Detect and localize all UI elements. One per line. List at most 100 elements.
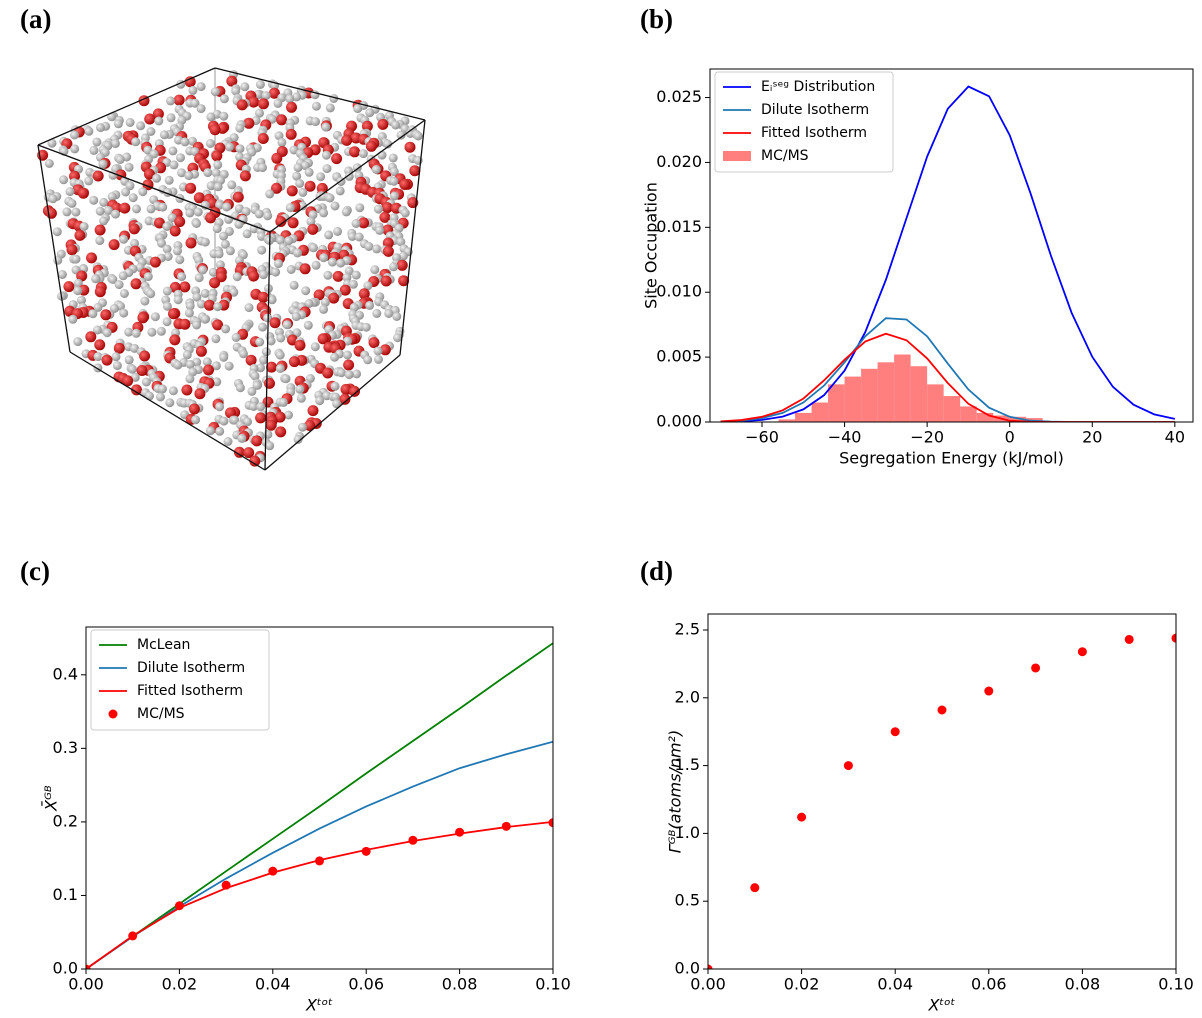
host-atom: [311, 117, 320, 126]
y-tick-label: 0.0: [675, 959, 700, 978]
host-atom: [222, 203, 231, 212]
host-atom: [235, 124, 244, 133]
solute-atom: [174, 95, 185, 106]
solute-atom: [179, 319, 190, 330]
host-atom: [192, 219, 201, 228]
host-atom: [240, 82, 249, 91]
host-atom: [188, 86, 197, 95]
host-atom: [68, 199, 77, 208]
histogram-bar: [812, 403, 829, 422]
solute-atom: [95, 286, 106, 297]
host-atom: [374, 205, 383, 214]
host-atom: [374, 355, 383, 364]
host-atom: [121, 188, 130, 197]
host-atom: [103, 328, 112, 337]
scatter-point: [408, 836, 417, 845]
host-atom: [374, 347, 383, 356]
solute-atom: [169, 334, 180, 345]
host-atom: [58, 270, 67, 279]
host-atom: [247, 387, 256, 396]
solute-atom: [78, 188, 89, 199]
host-atom: [198, 266, 207, 275]
host-atom: [323, 164, 332, 173]
host-atom: [213, 160, 222, 169]
y-tick-label: 2.5: [675, 620, 700, 639]
host-atom: [95, 236, 104, 245]
host-atom: [315, 396, 324, 405]
host-atom: [225, 142, 234, 151]
host-atom: [114, 119, 123, 128]
y-tick-label: 0.3: [53, 738, 78, 757]
solute-atom: [63, 281, 74, 292]
panel-label: (b): [640, 4, 673, 34]
x-tick-label: 0.10: [1158, 975, 1194, 994]
solute-atom: [287, 185, 298, 196]
host-atom: [219, 417, 228, 426]
host-atom: [145, 392, 154, 401]
host-atom: [165, 176, 174, 185]
host-atom: [391, 121, 400, 130]
host-atom: [177, 272, 186, 281]
solute-atom: [93, 171, 104, 182]
legend: McLeanDilute IsothermFitted IsothermMC/M…: [91, 630, 269, 730]
histogram-bar: [861, 369, 878, 422]
host-atom: [370, 265, 379, 274]
host-atom: [364, 242, 373, 251]
solute-atom: [300, 263, 311, 274]
host-atom: [239, 349, 248, 358]
host-atom: [245, 303, 254, 312]
solute-atom: [168, 308, 179, 319]
host-atom: [158, 203, 167, 212]
host-atom: [263, 211, 272, 220]
host-atom: [215, 402, 224, 411]
solute-atom: [341, 135, 352, 146]
host-atom: [352, 219, 361, 228]
host-atom: [152, 174, 161, 183]
host-atom: [132, 329, 141, 338]
legend: Eᵢˢᵉᵍ DistributionDilute IsothermFitted …: [715, 72, 893, 172]
x-tick-label: 40: [1165, 428, 1185, 447]
solute-atom: [289, 356, 300, 367]
host-atom: [125, 163, 134, 172]
solute-atom: [276, 114, 287, 125]
x-tick-label: 0.04: [255, 975, 291, 994]
y-tick-label: 0.020: [656, 152, 702, 171]
host-atom: [154, 117, 163, 126]
host-atom: [326, 194, 335, 203]
host-atom: [219, 232, 228, 241]
solute-atom: [270, 317, 281, 328]
host-atom: [276, 334, 285, 343]
host-atom: [256, 402, 265, 411]
host-atom: [201, 238, 210, 247]
host-atom: [138, 187, 147, 196]
y-tick-label: 0.005: [656, 347, 702, 366]
x-tick-label: 0.02: [162, 975, 198, 994]
host-atom: [337, 368, 346, 377]
solute-atom: [189, 404, 200, 415]
host-atom: [129, 193, 138, 202]
host-atom: [219, 112, 228, 121]
host-atom: [111, 210, 120, 219]
x-tick-label: 0.10: [535, 975, 571, 994]
solute-atom: [102, 355, 113, 366]
host-atom: [147, 204, 156, 213]
host-atom: [255, 209, 264, 218]
host-atom: [99, 217, 108, 226]
host-atom: [115, 280, 124, 289]
host-atom: [206, 426, 215, 435]
host-atom: [99, 198, 108, 207]
solute-atom: [405, 142, 416, 153]
solute-atom: [129, 223, 140, 234]
host-atom: [201, 315, 210, 324]
host-atom: [167, 113, 176, 122]
host-atom: [174, 295, 183, 304]
host-atom: [243, 229, 252, 238]
host-atom: [113, 361, 122, 370]
solute-atom: [307, 224, 318, 235]
host-atom: [257, 246, 266, 255]
host-atom: [84, 176, 93, 185]
host-atom: [312, 261, 321, 270]
host-atom: [142, 378, 151, 387]
host-atom: [206, 112, 215, 121]
host-atom: [330, 353, 339, 362]
